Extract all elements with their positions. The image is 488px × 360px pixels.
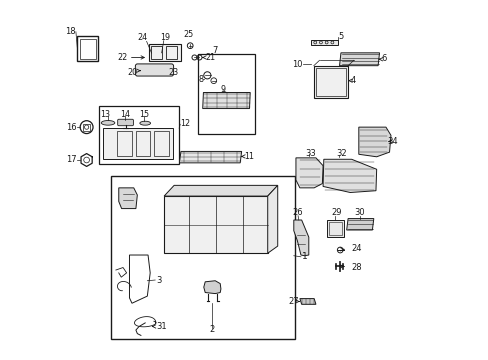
Ellipse shape bbox=[140, 121, 150, 125]
Text: 30: 30 bbox=[353, 208, 364, 217]
Text: 18: 18 bbox=[65, 27, 76, 36]
Bar bbox=[326, 220, 343, 237]
Text: 26: 26 bbox=[292, 208, 303, 217]
Text: 24: 24 bbox=[137, 33, 147, 42]
Bar bbox=[310, 40, 337, 45]
Polygon shape bbox=[164, 185, 277, 196]
Text: 12: 12 bbox=[180, 119, 190, 128]
Bar bbox=[164, 196, 267, 253]
Text: 24: 24 bbox=[351, 244, 362, 253]
Text: 8: 8 bbox=[198, 75, 203, 84]
Text: 2: 2 bbox=[209, 325, 215, 334]
Text: 9: 9 bbox=[220, 85, 225, 94]
Bar bbox=[80, 39, 95, 59]
Text: 4: 4 bbox=[350, 76, 355, 85]
Polygon shape bbox=[299, 298, 315, 304]
Bar bbox=[165, 46, 177, 59]
Text: 6: 6 bbox=[380, 54, 386, 63]
Text: 11: 11 bbox=[244, 152, 253, 161]
Text: 34: 34 bbox=[386, 137, 397, 146]
Text: 33: 33 bbox=[305, 149, 316, 158]
Bar bbox=[77, 36, 98, 62]
Polygon shape bbox=[179, 152, 241, 163]
Bar bbox=[103, 128, 173, 159]
Bar bbox=[110, 176, 294, 339]
Text: 28: 28 bbox=[351, 263, 362, 272]
Bar bbox=[117, 131, 131, 157]
Bar bbox=[315, 68, 345, 96]
Bar bbox=[151, 46, 162, 59]
Text: 32: 32 bbox=[335, 149, 346, 158]
Text: 15: 15 bbox=[139, 111, 149, 120]
Text: 21: 21 bbox=[205, 53, 215, 62]
Text: 3: 3 bbox=[156, 275, 161, 284]
Bar bbox=[83, 123, 90, 131]
Bar bbox=[99, 106, 179, 164]
Ellipse shape bbox=[101, 121, 115, 125]
Text: 14: 14 bbox=[120, 111, 130, 120]
Text: 23: 23 bbox=[168, 68, 179, 77]
Polygon shape bbox=[267, 185, 277, 253]
Text: 10: 10 bbox=[292, 60, 302, 69]
Bar bbox=[148, 44, 181, 62]
Text: 31: 31 bbox=[156, 322, 167, 331]
Text: 19: 19 bbox=[160, 33, 170, 42]
Bar bbox=[136, 131, 150, 157]
Text: 29: 29 bbox=[330, 208, 341, 217]
Polygon shape bbox=[119, 188, 137, 208]
Polygon shape bbox=[339, 53, 379, 66]
Polygon shape bbox=[346, 219, 373, 230]
Text: 20: 20 bbox=[127, 68, 137, 77]
Text: 5: 5 bbox=[338, 32, 343, 41]
Text: 1: 1 bbox=[301, 252, 307, 261]
Polygon shape bbox=[293, 220, 308, 256]
Bar bbox=[198, 54, 254, 134]
Text: 13: 13 bbox=[100, 111, 110, 120]
Text: 22: 22 bbox=[118, 53, 128, 62]
FancyBboxPatch shape bbox=[118, 119, 133, 126]
Bar bbox=[313, 66, 347, 98]
Polygon shape bbox=[323, 159, 376, 193]
Text: 7: 7 bbox=[211, 46, 217, 55]
Text: 17: 17 bbox=[66, 156, 77, 165]
Text: 27: 27 bbox=[287, 297, 298, 306]
Bar bbox=[328, 222, 341, 235]
Text: 25: 25 bbox=[183, 30, 193, 39]
Bar bbox=[154, 131, 168, 157]
Polygon shape bbox=[358, 127, 390, 157]
Polygon shape bbox=[203, 93, 250, 109]
Polygon shape bbox=[295, 158, 323, 188]
FancyBboxPatch shape bbox=[135, 64, 173, 76]
Text: 16: 16 bbox=[66, 123, 77, 132]
Polygon shape bbox=[203, 281, 221, 294]
